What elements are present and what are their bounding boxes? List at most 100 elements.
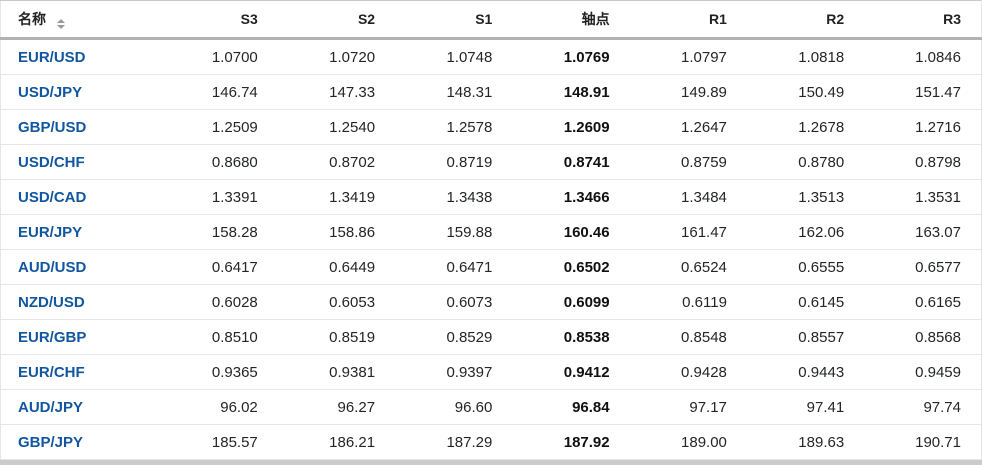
pair-link[interactable]: GBP/JPY: [18, 433, 84, 451]
cell-s2: 0.8702: [277, 144, 396, 180]
pair-link[interactable]: NZD/USD: [18, 293, 85, 311]
cell-name: EUR/CHF: [0, 354, 161, 390]
cell-s2: 1.2540: [277, 109, 396, 145]
cell-s2: 158.86: [277, 214, 396, 250]
cell-r2: 0.6555: [746, 249, 865, 285]
table-row: AUD/JPY 96.02 96.27 96.60 96.84 97.17 97…: [0, 389, 982, 425]
cell-name: NZD/USD: [0, 284, 161, 320]
column-header-name-label: 名称: [18, 11, 46, 27]
cell-r3: 0.9459: [864, 354, 982, 390]
cell-pivot: 0.6502: [512, 249, 630, 285]
table-row: GBP/USD 1.2509 1.2540 1.2578 1.2609 1.26…: [0, 109, 982, 145]
pair-link[interactable]: EUR/CHF: [18, 363, 85, 381]
cell-s2: 0.6053: [277, 284, 396, 320]
column-header-s1: S1: [395, 0, 513, 40]
cell-pivot: 0.9412: [512, 354, 630, 390]
pair-link[interactable]: EUR/JPY: [18, 223, 83, 241]
cell-s3: 0.8680: [160, 144, 278, 180]
cell-s1: 187.29: [395, 424, 513, 460]
cell-s1: 1.2578: [395, 109, 513, 145]
cell-name: GBP/USD: [0, 109, 161, 145]
cell-r1: 189.00: [629, 424, 747, 460]
cell-r1: 0.9428: [629, 354, 747, 390]
table-row: NZD/USD 0.6028 0.6053 0.6073 0.6099 0.61…: [0, 284, 982, 320]
pair-link[interactable]: GBP/USD: [18, 118, 87, 136]
sort-arrows-icon[interactable]: [56, 19, 65, 29]
pair-link[interactable]: EUR/USD: [18, 48, 86, 66]
cell-name: EUR/JPY: [0, 214, 161, 250]
cell-r2: 150.49: [746, 74, 865, 110]
cell-s1: 1.3438: [395, 179, 513, 215]
cell-s2: 1.0720: [277, 38, 396, 75]
cell-s1: 148.31: [395, 74, 513, 110]
cell-s3: 185.57: [160, 424, 278, 460]
column-header-r2: R2: [746, 0, 865, 40]
table-row: EUR/GBP 0.8510 0.8519 0.8529 0.8538 0.85…: [0, 319, 982, 355]
cell-pivot: 0.6099: [512, 284, 630, 320]
cell-s2: 0.6449: [277, 249, 396, 285]
cell-r1: 161.47: [629, 214, 747, 250]
cell-pivot: 148.91: [512, 74, 630, 110]
cell-s3: 158.28: [160, 214, 278, 250]
table-body: EUR/USD 1.0700 1.0720 1.0748 1.0769 1.07…: [0, 38, 982, 460]
cell-r3: 190.71: [864, 424, 982, 460]
cell-r2: 0.6145: [746, 284, 865, 320]
cell-pivot: 1.3466: [512, 179, 630, 215]
cell-s3: 0.9365: [160, 354, 278, 390]
cell-pivot: 187.92: [512, 424, 630, 460]
cell-s3: 96.02: [160, 389, 278, 425]
cell-s3: 0.6028: [160, 284, 278, 320]
cell-r3: 97.74: [864, 389, 982, 425]
pair-link[interactable]: USD/CHF: [18, 153, 85, 171]
column-header-s3: S3: [160, 0, 278, 40]
cell-r3: 1.3531: [864, 179, 982, 215]
table-row: EUR/USD 1.0700 1.0720 1.0748 1.0769 1.07…: [0, 38, 982, 75]
cell-r2: 0.9443: [746, 354, 865, 390]
cell-r1: 0.6524: [629, 249, 747, 285]
cell-pivot: 1.0769: [512, 38, 630, 75]
cell-r3: 0.8568: [864, 319, 982, 355]
cell-s1: 0.9397: [395, 354, 513, 390]
cell-r3: 0.8798: [864, 144, 982, 180]
table-row: USD/CAD 1.3391 1.3419 1.3438 1.3466 1.34…: [0, 179, 982, 215]
cell-r2: 1.2678: [746, 109, 865, 145]
cell-name: AUD/USD: [0, 249, 161, 285]
cell-pivot: 1.2609: [512, 109, 630, 145]
cell-pivot: 96.84: [512, 389, 630, 425]
cell-s3: 0.6417: [160, 249, 278, 285]
table-row: USD/CHF 0.8680 0.8702 0.8719 0.8741 0.87…: [0, 144, 982, 180]
cell-s2: 96.27: [277, 389, 396, 425]
cell-r1: 1.3484: [629, 179, 747, 215]
cell-s3: 1.0700: [160, 38, 278, 75]
pair-link[interactable]: EUR/GBP: [18, 328, 87, 346]
table-row: AUD/USD 0.6417 0.6449 0.6471 0.6502 0.65…: [0, 249, 982, 285]
column-header-s2: S2: [277, 0, 396, 40]
cell-s2: 186.21: [277, 424, 396, 460]
cell-s1: 0.6471: [395, 249, 513, 285]
pair-link[interactable]: AUD/USD: [18, 258, 87, 276]
cell-s1: 1.0748: [395, 38, 513, 75]
cell-s1: 159.88: [395, 214, 513, 250]
cell-r2: 0.8780: [746, 144, 865, 180]
pair-link[interactable]: AUD/JPY: [18, 398, 84, 416]
cell-r1: 0.6119: [629, 284, 747, 320]
pair-link[interactable]: USD/JPY: [18, 83, 83, 101]
cell-s1: 0.6073: [395, 284, 513, 320]
cell-r1: 1.0797: [629, 38, 747, 75]
cell-pivot: 0.8538: [512, 319, 630, 355]
cell-name: USD/JPY: [0, 74, 161, 110]
column-header-name[interactable]: 名称: [0, 0, 161, 40]
cell-s2: 1.3419: [277, 179, 396, 215]
pair-link[interactable]: USD/CAD: [18, 188, 87, 206]
cell-pivot: 160.46: [512, 214, 630, 250]
cell-r3: 0.6165: [864, 284, 982, 320]
column-header-r1: R1: [629, 0, 747, 40]
cell-r2: 97.41: [746, 389, 865, 425]
cell-name: GBP/JPY: [0, 424, 161, 460]
cell-r3: 151.47: [864, 74, 982, 110]
cell-r2: 1.0818: [746, 38, 865, 75]
table-row: EUR/JPY 158.28 158.86 159.88 160.46 161.…: [0, 214, 982, 250]
cell-r3: 1.0846: [864, 38, 982, 75]
table-row: EUR/CHF 0.9365 0.9381 0.9397 0.9412 0.94…: [0, 354, 982, 390]
